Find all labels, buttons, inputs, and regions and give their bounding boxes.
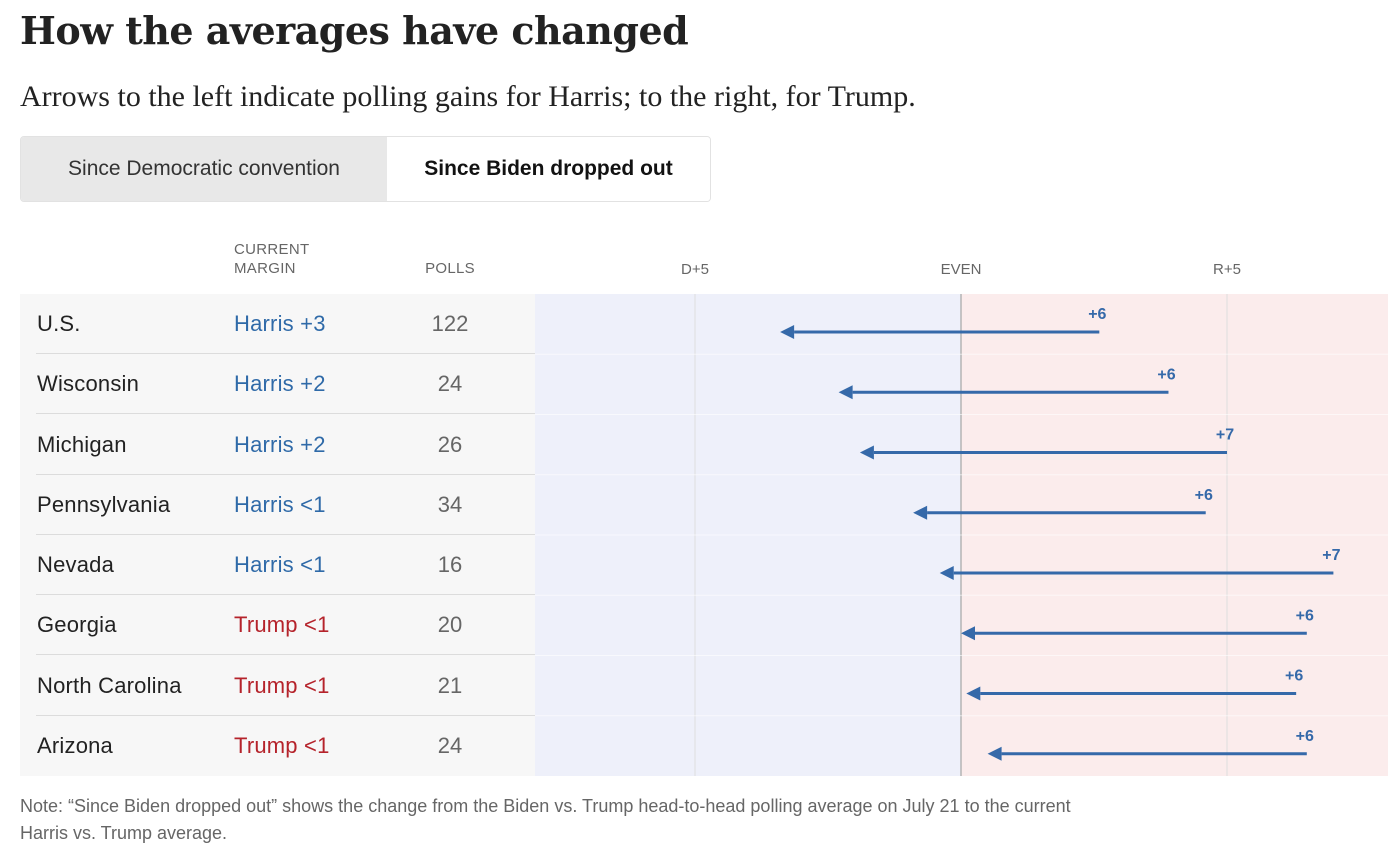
change-label: +6 <box>1157 366 1175 383</box>
column-header-polls: POLLS <box>425 260 475 277</box>
page-title: How the averages have changed <box>20 8 689 53</box>
arrow-head <box>859 445 874 460</box>
current-margin: Trump <1 <box>234 672 330 698</box>
arrow-head <box>939 566 954 580</box>
state-name: Arizona <box>37 732 113 758</box>
table-row: Arizona Trump <1 24 <box>20 716 1388 776</box>
change-label: +6 <box>1285 668 1303 685</box>
change-label: +7 <box>1216 427 1234 444</box>
arrow-head <box>987 746 1002 761</box>
current-margin: Trump <1 <box>234 612 330 638</box>
column-header-current-margin: CURRENT MARGIN <box>234 241 310 277</box>
poll-count: 34 <box>437 491 463 517</box>
change-label: +6 <box>1296 728 1314 745</box>
arrow-head <box>913 505 928 520</box>
state-name: North Carolina <box>37 672 182 698</box>
view-toggle: Since Democratic convention Since Biden … <box>20 136 711 202</box>
tab-since-democratic-convention[interactable]: Since Democratic convention <box>21 137 387 201</box>
change-label: +7 <box>1322 547 1340 564</box>
state-name: U.S. <box>37 311 81 336</box>
arrow-head <box>838 385 853 400</box>
state-name: Georgia <box>37 612 117 638</box>
current-margin: Harris <1 <box>234 491 326 517</box>
change-label: +6 <box>1296 607 1314 624</box>
tab-since-biden-dropped-out[interactable]: Since Biden dropped out <box>387 137 710 201</box>
arrow-head <box>966 686 981 701</box>
poll-count: 20 <box>437 612 463 638</box>
poll-count: 16 <box>437 552 463 577</box>
footnote: Note: “Since Biden dropped out” shows th… <box>20 796 1071 843</box>
page-subtitle: Arrows to the left indicate polling gain… <box>20 80 916 113</box>
current-margin: Trump <1 <box>234 732 330 758</box>
x-tick-label: D+5 <box>681 261 709 278</box>
state-name: Wisconsin <box>37 371 140 397</box>
poll-count: 24 <box>437 732 463 758</box>
current-margin: Harris <1 <box>234 552 326 577</box>
state-name: Michigan <box>37 431 127 457</box>
poll-count: 26 <box>437 431 463 457</box>
current-margin: Harris +2 <box>234 431 326 457</box>
poll-count: 21 <box>437 672 463 698</box>
state-name: Nevada <box>37 552 115 577</box>
poll-count: 24 <box>437 371 463 397</box>
change-label: +6 <box>1195 487 1213 504</box>
x-tick-label: R+5 <box>1213 261 1241 278</box>
change-label: +6 <box>1088 306 1106 323</box>
poll-count: 122 <box>431 311 469 336</box>
x-tick-label: EVEN <box>941 261 982 278</box>
current-margin: Harris +2 <box>234 371 326 397</box>
current-margin: Harris +3 <box>234 311 326 336</box>
arrow-head <box>780 325 795 339</box>
state-name: Pennsylvania <box>37 491 171 517</box>
arrow-head <box>961 626 975 641</box>
